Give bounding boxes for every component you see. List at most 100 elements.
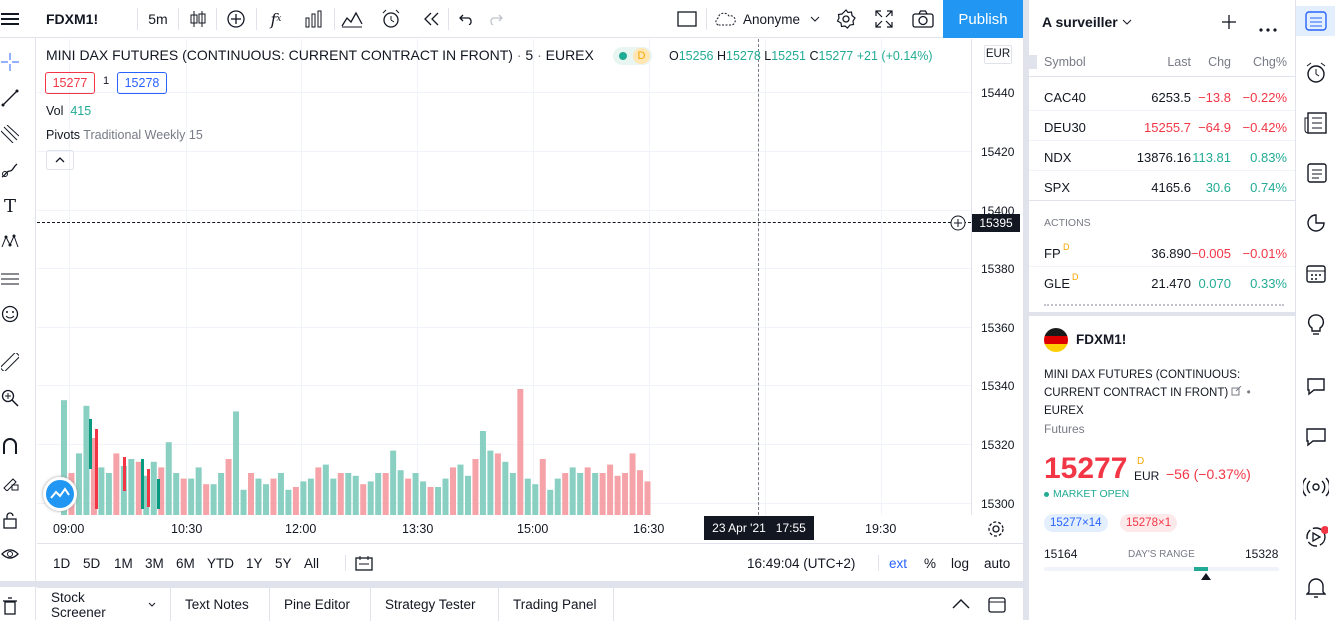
watchlist-row-partial[interactable] bbox=[1029, 298, 1295, 312]
watchlist-row-cac40[interactable]: CAC40 6253.5 −13.8 −0.22% bbox=[1044, 90, 1287, 105]
sell-button[interactable]: 15277 bbox=[45, 72, 95, 94]
undo-icon[interactable] bbox=[454, 0, 480, 38]
notifications-icon[interactable] bbox=[1296, 572, 1335, 602]
collapse-legend-button[interactable] bbox=[46, 150, 74, 170]
tradingview-logo[interactable] bbox=[43, 477, 77, 511]
trend-line-icon[interactable] bbox=[0, 86, 20, 110]
range-1d[interactable]: 1D bbox=[53, 555, 71, 571]
watchlist-row-gle[interactable]: GLE D 21.470 0.070 0.33% bbox=[1044, 272, 1287, 291]
publish-button[interactable]: Publish bbox=[943, 0, 1023, 38]
magnet-icon[interactable] bbox=[0, 434, 20, 458]
lock-icon[interactable] bbox=[0, 508, 20, 532]
auto-toggle[interactable]: auto bbox=[984, 555, 1011, 571]
add-order-icon[interactable] bbox=[948, 215, 968, 231]
pivots-legend[interactable]: Pivots Traditional Weekly 15 bbox=[46, 128, 203, 142]
settings-icon[interactable] bbox=[832, 0, 860, 38]
watchlist-row-deu30[interactable]: DEU30 15255.7 −64.9 −0.42% bbox=[1044, 120, 1287, 135]
currency-label[interactable]: EUR bbox=[984, 45, 1012, 64]
ruler-icon[interactable] bbox=[0, 350, 20, 374]
price-axis[interactable]: EUR 15440 15420 15400 15380 15360 15340 … bbox=[971, 39, 1023, 515]
alert-icon[interactable] bbox=[377, 0, 405, 38]
prediction-icon[interactable] bbox=[0, 266, 20, 290]
range-3m[interactable]: 3M bbox=[145, 555, 164, 571]
interval-button[interactable]: 5m bbox=[148, 11, 168, 27]
symbol-title[interactable]: MINI DAX FUTURES (CONTINUOUS: CURRENT CO… bbox=[46, 47, 594, 63]
calendar-icon[interactable] bbox=[1296, 258, 1335, 288]
time-tick: 09:00 bbox=[53, 522, 85, 536]
percent-toggle[interactable]: % bbox=[924, 555, 937, 571]
volume-bar bbox=[143, 475, 150, 515]
goto-date-icon[interactable] bbox=[355, 544, 373, 582]
section-actions[interactable]: ACTIONS bbox=[1044, 217, 1091, 229]
alarm-icon[interactable] bbox=[1296, 58, 1335, 88]
range-1y[interactable]: 1Y bbox=[246, 555, 263, 571]
camera-icon[interactable] bbox=[908, 0, 938, 38]
crosshair-icon[interactable] bbox=[0, 50, 20, 74]
maximize-panel-icon[interactable] bbox=[988, 597, 1006, 616]
menu-icon[interactable] bbox=[0, 0, 20, 38]
ext-toggle[interactable]: ext bbox=[889, 555, 908, 571]
more-icon[interactable] bbox=[1259, 20, 1277, 35]
tab-strategy-tester[interactable]: Strategy Tester bbox=[371, 588, 499, 621]
clock[interactable]: 16:49:04 (UTC+2) bbox=[747, 555, 856, 571]
tab-trading-panel[interactable]: Trading Panel bbox=[499, 588, 614, 621]
watchlist-icon[interactable] bbox=[1296, 6, 1335, 36]
axis-settings-icon[interactable] bbox=[987, 520, 1005, 541]
volume-bar bbox=[397, 470, 404, 515]
detail-symbol[interactable]: FDXM1! bbox=[1076, 332, 1127, 347]
brush-icon[interactable] bbox=[0, 158, 20, 182]
trash-icon[interactable] bbox=[0, 594, 20, 618]
horizontal-line[interactable] bbox=[37, 222, 971, 223]
news-icon[interactable] bbox=[1296, 108, 1335, 138]
candles-icon[interactable] bbox=[184, 0, 212, 38]
tab-stock-screener[interactable]: Stock Screener bbox=[37, 588, 171, 621]
range-6m[interactable]: 6M bbox=[176, 555, 195, 571]
streams-icon[interactable] bbox=[1296, 472, 1335, 502]
text-tool-icon[interactable]: T bbox=[3, 195, 16, 217]
hotlist-icon[interactable] bbox=[1296, 158, 1335, 188]
play-icon[interactable] bbox=[1296, 522, 1335, 552]
range-ytd[interactable]: YTD bbox=[207, 555, 234, 571]
templates-icon[interactable] bbox=[300, 0, 328, 38]
buy-button[interactable]: 15278 bbox=[117, 72, 167, 94]
data-window-icon[interactable] bbox=[1296, 208, 1335, 238]
fib-icon[interactable] bbox=[0, 122, 20, 146]
watchlist-title[interactable]: A surveiller bbox=[1042, 14, 1132, 30]
watchlist-row-spx[interactable]: SPX 4165.6 30.6 0.74% bbox=[1044, 180, 1287, 195]
fullscreen-icon[interactable] bbox=[870, 0, 898, 38]
messages-icon[interactable] bbox=[1296, 422, 1335, 452]
range-1m[interactable]: 1M bbox=[114, 555, 133, 571]
chats-icon[interactable] bbox=[1296, 372, 1335, 402]
zoom-icon[interactable] bbox=[0, 386, 20, 410]
market-status-pill[interactable]: D bbox=[613, 47, 652, 65]
watchlist-row-fp[interactable]: FP D 36.890 −0.005 −0.01% bbox=[1044, 242, 1287, 261]
chevron-up-icon[interactable] bbox=[952, 598, 970, 613]
volume-bar bbox=[307, 478, 314, 515]
range-all[interactable]: All bbox=[304, 555, 320, 571]
account-button[interactable]: Anonyme bbox=[712, 0, 826, 38]
range-5y[interactable]: 5Y bbox=[275, 555, 292, 571]
financials-icon[interactable] bbox=[338, 0, 366, 38]
time-axis[interactable]: 09:00 10:30 12:00 13:30 15:00 16:30 19:3… bbox=[37, 515, 1023, 543]
log-toggle[interactable]: log bbox=[951, 555, 970, 571]
pattern-icon[interactable] bbox=[0, 230, 20, 254]
emoji-icon[interactable] bbox=[0, 302, 20, 326]
chart-pane[interactable]: MINI DAX FUTURES (CONTINUOUS: CURRENT CO… bbox=[37, 39, 971, 515]
redo-icon[interactable] bbox=[482, 0, 508, 38]
external-link-icon[interactable] bbox=[1231, 385, 1243, 396]
compare-icon[interactable] bbox=[222, 0, 250, 38]
replay-icon[interactable] bbox=[418, 0, 446, 38]
tab-pine-editor[interactable]: Pine Editor bbox=[270, 588, 371, 621]
panel-divider[interactable] bbox=[1023, 0, 1029, 620]
eye-icon[interactable] bbox=[0, 542, 20, 566]
tab-text-notes[interactable]: Text Notes bbox=[171, 588, 270, 621]
watchlist-row-ndx[interactable]: NDX 13876.16 113.81 0.83% bbox=[1044, 150, 1287, 165]
symbol-search-button[interactable]: FDXM1! bbox=[46, 11, 99, 27]
lock-drawing-icon[interactable] bbox=[0, 470, 20, 494]
add-symbol-icon[interactable] bbox=[1221, 14, 1237, 33]
volume-legend[interactable]: Vol 415 bbox=[46, 104, 92, 118]
layout-icon[interactable] bbox=[672, 0, 702, 38]
range-5d[interactable]: 5D bbox=[83, 555, 101, 571]
ideas-icon[interactable] bbox=[1296, 310, 1335, 340]
